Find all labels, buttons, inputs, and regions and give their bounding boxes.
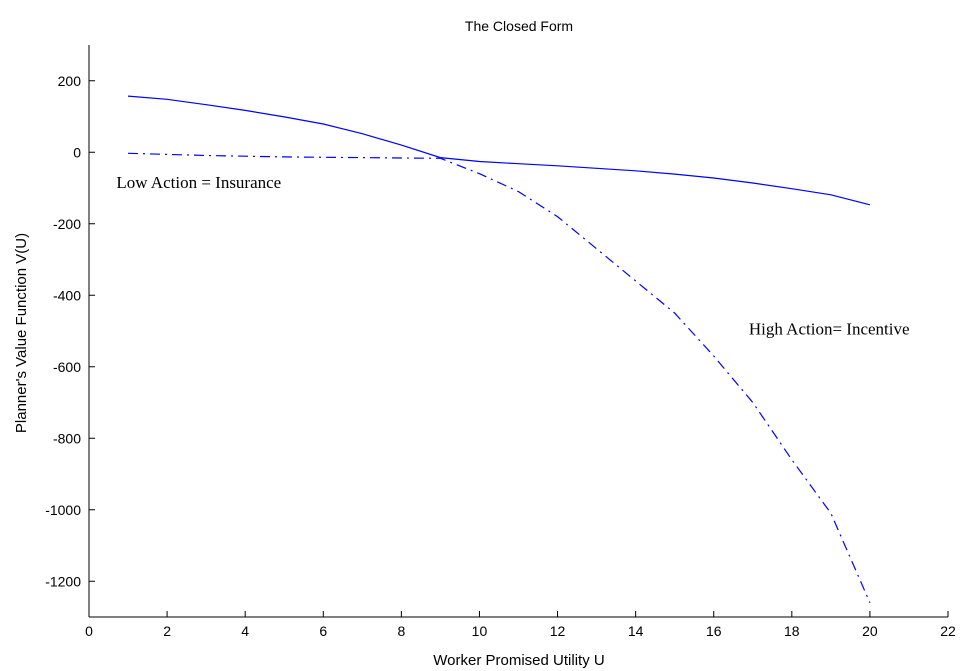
x-tick-label: 12 [550, 623, 566, 639]
y-tick-label: 0 [73, 144, 81, 160]
x-tick-label: 8 [397, 623, 405, 639]
series-line-dashdot [127, 152, 871, 603]
y-tick-label: -1000 [45, 502, 81, 518]
chart-title: The Closed Form [465, 18, 573, 34]
y-tick-label: -600 [53, 359, 81, 375]
x-tick-label: 2 [163, 623, 171, 639]
series-line-solid [127, 95, 871, 206]
x-tick-label: 4 [241, 623, 249, 639]
y-axis-title: Planner's Value Function V(U) [13, 233, 30, 433]
y-tick-label: -800 [53, 430, 81, 446]
y-tick-label: -200 [53, 216, 81, 232]
y-tick-label: -400 [53, 287, 81, 303]
x-axis-title: Worker Promised Utility U [433, 652, 604, 669]
y-tick-label: -1200 [45, 573, 81, 589]
annotation-low-action: Low Action = Insurance [116, 173, 281, 192]
x-tick-label: 20 [862, 623, 878, 639]
annotation-high-action: High Action= Incentive [749, 320, 910, 339]
y-tick-label: 200 [58, 73, 82, 89]
x-tick-label: 14 [628, 623, 644, 639]
plot-annotations: Low Action = Insurance High Action= Incen… [116, 173, 909, 339]
x-tick-label: 10 [472, 623, 488, 639]
x-tick-label: 0 [85, 623, 93, 639]
plot-series [127, 95, 871, 603]
x-tick-label: 16 [706, 623, 722, 639]
x-tick-label: 6 [319, 623, 327, 639]
x-tick-label: 22 [940, 623, 956, 639]
x-tick-label: 18 [784, 623, 800, 639]
plot-axes: 0 2 4 6 8 10 12 14 16 18 20 22 200 0 -200 -400 -600 -800 -… [45, 45, 956, 639]
